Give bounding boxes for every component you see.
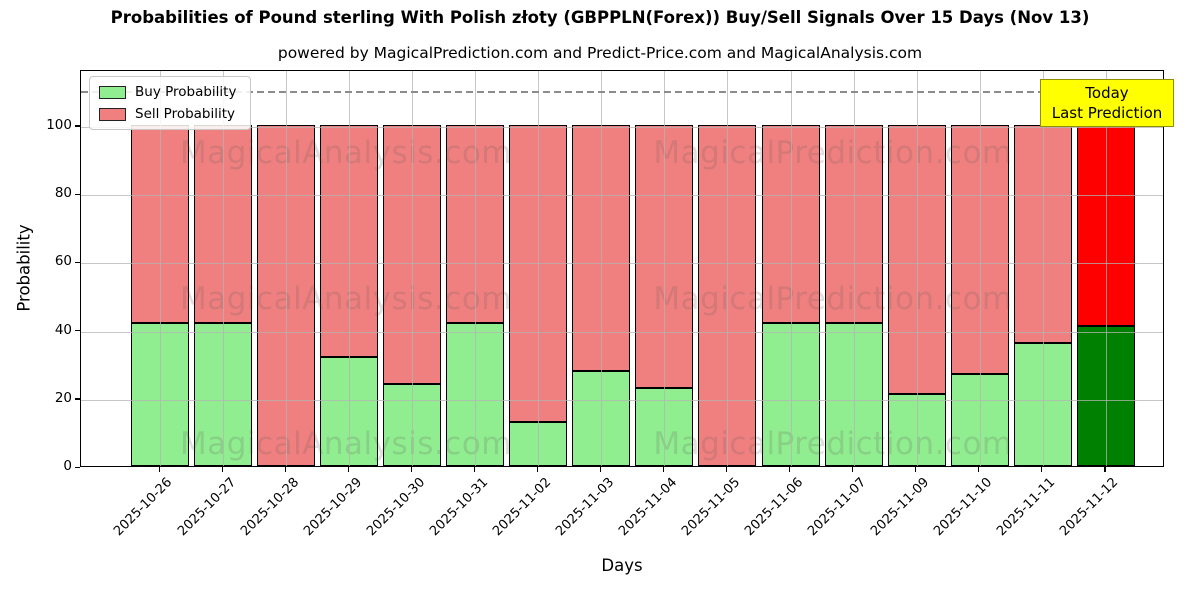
x-tick-label: 2025-11-09 xyxy=(868,475,933,540)
x-tick xyxy=(473,467,476,472)
y-tick-label: 20 xyxy=(54,389,72,406)
watermark-prediction: MagicalPrediction.com xyxy=(653,426,1013,462)
x-tick-label: 2025-10-29 xyxy=(300,475,365,540)
watermark-prediction: MagicalPrediction.com xyxy=(653,135,1013,171)
watermark-prediction: MagicalPrediction.com xyxy=(653,280,1013,317)
x-gridline xyxy=(664,71,666,466)
y-tick-label: 80 xyxy=(54,185,72,202)
x-tick-label: 2025-11-04 xyxy=(615,475,681,540)
x-gridline xyxy=(538,71,540,466)
legend: Buy Probability Sell Probability xyxy=(89,76,252,130)
plot-area: Buy Probability Sell Probability Today L… xyxy=(80,70,1174,467)
today-annotation-box: Today Last Prediction xyxy=(1040,79,1174,127)
chart-subtitle: powered by MagicalPrediction.com and Pre… xyxy=(277,44,923,62)
y-gridline xyxy=(81,195,1163,197)
y-gridline xyxy=(81,263,1163,265)
y-tick-label: 100 xyxy=(46,116,72,133)
x-gridline xyxy=(286,71,288,466)
x-gridline xyxy=(412,71,414,466)
x-gridline xyxy=(223,71,225,466)
x-tick xyxy=(789,467,791,472)
x-axis-label: Days xyxy=(601,556,643,575)
dashed-threshold-line xyxy=(81,91,1163,93)
x-tick-label: 2025-11-06 xyxy=(742,475,807,540)
x-tick-label: 2025-11-12 xyxy=(1057,475,1122,540)
legend-buy-swatch xyxy=(99,85,126,99)
x-gridline xyxy=(979,71,981,466)
x-tick-label: 2025-11-03 xyxy=(552,475,617,540)
legend-sell-swatch xyxy=(99,107,126,121)
y-tick xyxy=(75,261,80,264)
x-gridline xyxy=(475,71,477,466)
x-tick xyxy=(852,467,854,472)
x-gridline xyxy=(601,71,603,466)
x-tick xyxy=(1104,467,1106,472)
legend-sell-label: Sell Probability xyxy=(135,106,236,122)
y-tick xyxy=(75,125,80,127)
watermark-analysis: MagicalAnalysis.com xyxy=(180,135,512,171)
x-tick xyxy=(410,467,412,472)
y-gridline xyxy=(81,399,1163,401)
x-tick-label: 2025-11-07 xyxy=(805,475,870,540)
y-tick xyxy=(75,330,80,332)
x-tick-label: 2025-11-11 xyxy=(994,475,1059,540)
x-tick xyxy=(662,467,665,472)
y-gridline xyxy=(81,126,1163,128)
x-tick xyxy=(221,467,223,472)
x-tick-label: 2025-11-10 xyxy=(931,475,996,540)
y-tick-label: 60 xyxy=(54,253,72,270)
watermark-analysis: MagicalAnalysis.com xyxy=(180,426,512,462)
legend-buy-label: Buy Probability xyxy=(135,84,237,100)
x-tick xyxy=(284,467,286,472)
x-tick-label: 2025-11-05 xyxy=(679,475,744,540)
x-gridline xyxy=(853,71,855,466)
today-annotation-line1: Today xyxy=(1085,84,1129,102)
x-tick-label: 2025-10-28 xyxy=(237,475,302,540)
y-tick-label: 40 xyxy=(54,321,72,338)
x-tick-label: 2025-10-26 xyxy=(111,475,176,540)
x-tick xyxy=(536,467,539,472)
x-tick xyxy=(1041,467,1043,472)
x-tick xyxy=(158,467,160,472)
x-tick xyxy=(599,467,602,472)
y-tick-label: 0 xyxy=(63,458,72,474)
watermark-analysis: MagicalAnalysis.com xyxy=(180,280,512,317)
x-gridline xyxy=(160,71,161,466)
x-gridline xyxy=(790,71,792,466)
x-tick-label: 2025-10-30 xyxy=(363,475,428,540)
x-tick xyxy=(725,467,728,472)
y-tick xyxy=(75,193,80,195)
x-tick xyxy=(978,467,980,472)
chart-title: Probabilities of Pound sterling With Pol… xyxy=(110,8,1090,27)
x-tick-label: 2025-11-02 xyxy=(489,475,554,540)
legend-item-buy: Buy Probability xyxy=(99,84,236,100)
today-annotation-line2: Last Prediction xyxy=(1051,104,1163,123)
x-gridline xyxy=(1042,71,1044,466)
legend-item-sell: Sell Probability xyxy=(99,106,236,122)
y-gridline xyxy=(81,331,1163,333)
x-tick-label: 2025-10-31 xyxy=(426,475,491,540)
x-tick xyxy=(915,467,917,472)
x-tick xyxy=(347,467,349,472)
x-gridline xyxy=(1105,71,1107,466)
y-tick xyxy=(75,398,80,400)
y-tick xyxy=(75,466,80,468)
x-gridline xyxy=(727,71,729,466)
x-tick-label: 2025-10-27 xyxy=(174,475,239,540)
x-gridline xyxy=(349,71,351,466)
x-gridline xyxy=(916,71,918,466)
